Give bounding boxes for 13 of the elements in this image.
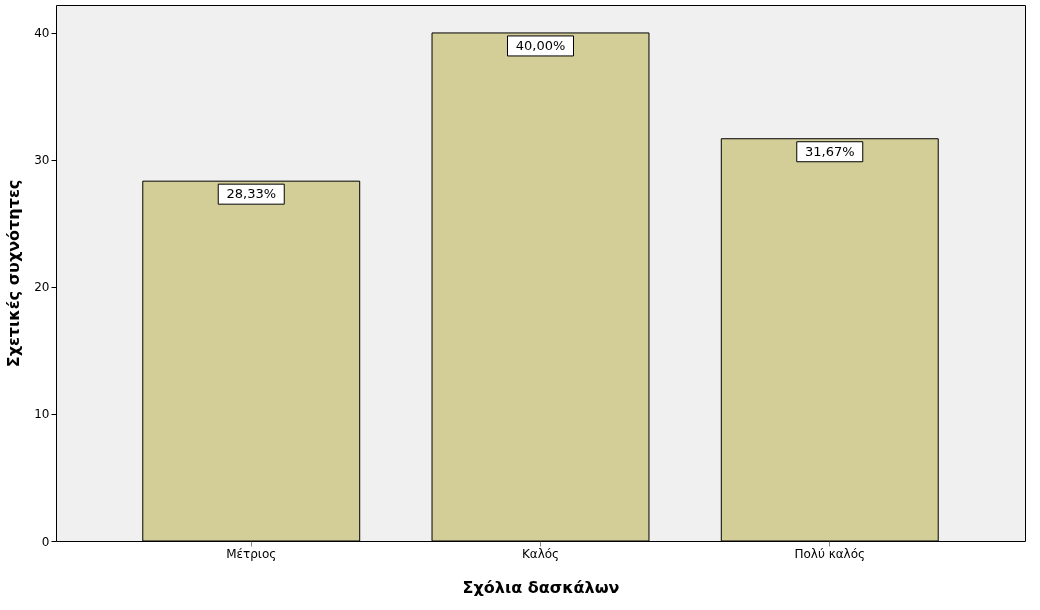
y-tick-label: 30 — [34, 153, 50, 168]
y-tick-label: 20 — [34, 280, 50, 295]
y-tick-label: 10 — [34, 407, 50, 422]
x-axis-title: Σχόλια δασκάλων — [462, 577, 620, 597]
data-label: 31,67% — [804, 143, 855, 159]
x-tick-label: Πολύ καλός — [794, 546, 866, 561]
x-tick-label: Καλός — [521, 546, 560, 561]
y-tick-label: 40 — [34, 26, 50, 41]
x-tick-label: Μέτριος — [226, 546, 277, 561]
data-label: 28,33% — [226, 186, 277, 202]
data-label: 40,00% — [515, 37, 566, 53]
y-axis-title: Σχετικές συχνότητες — [4, 179, 24, 368]
y-tick-label: 0 — [41, 534, 50, 549]
